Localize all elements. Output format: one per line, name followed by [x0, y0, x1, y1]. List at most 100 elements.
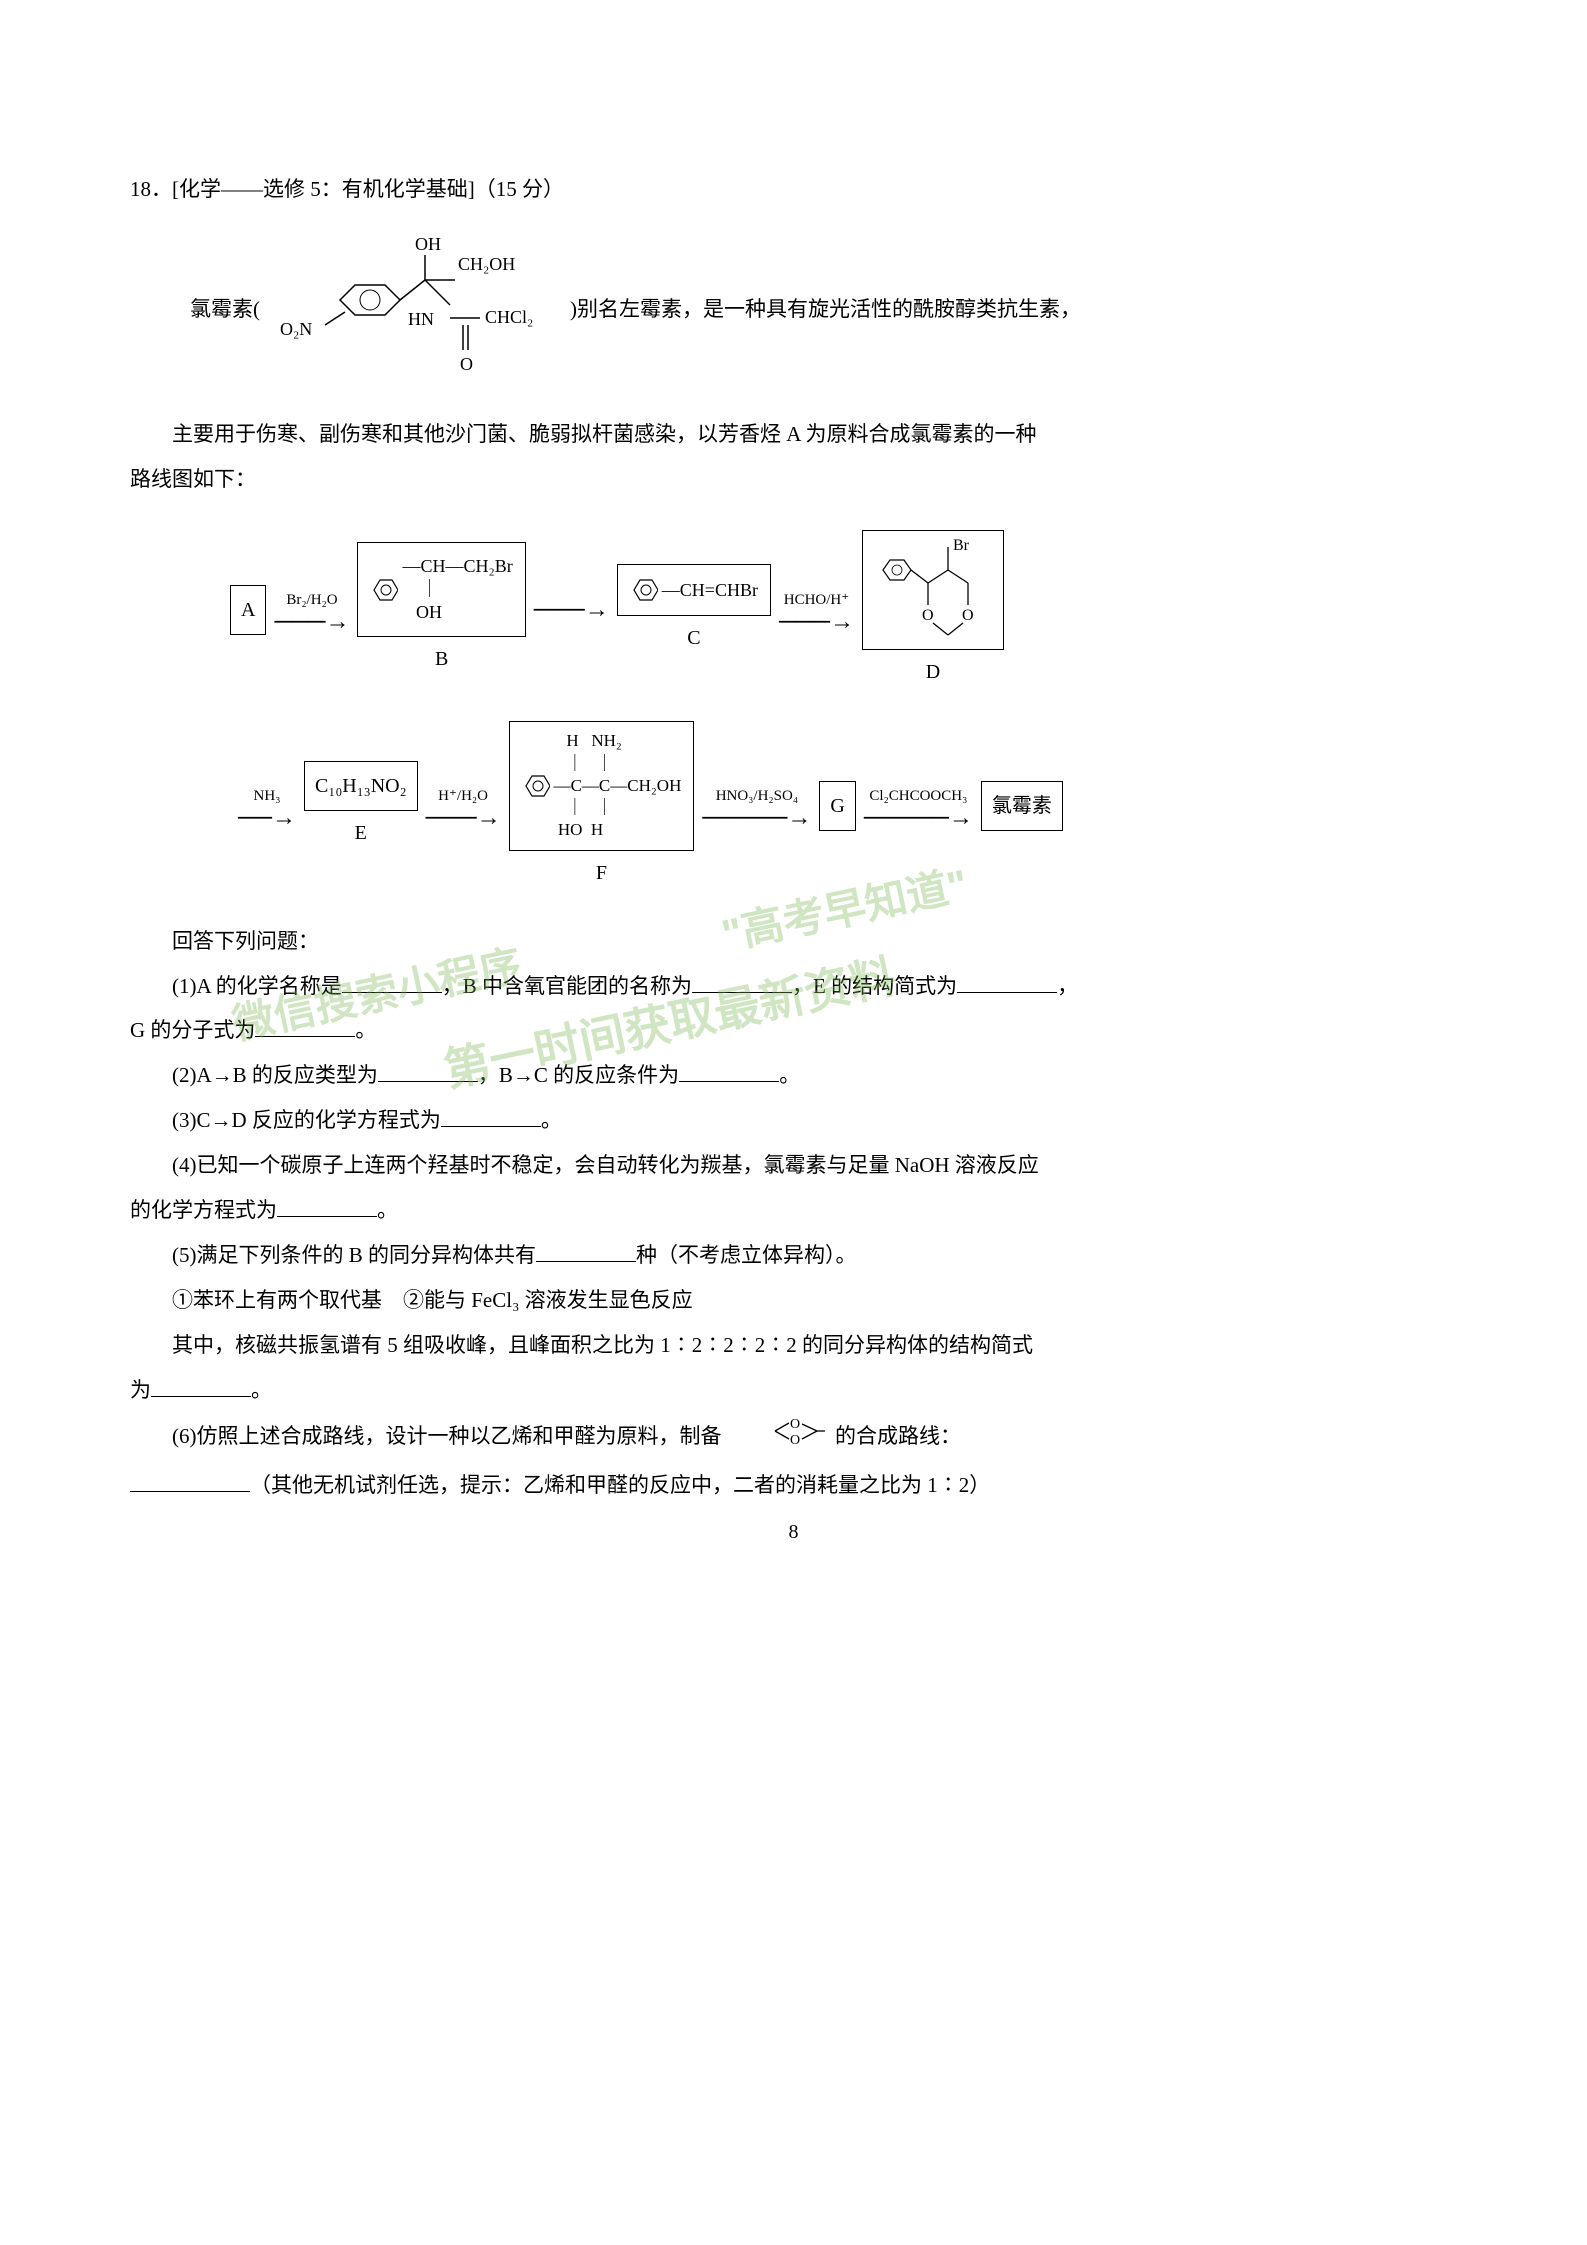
q4-line1: (4)已知一个碳原子上连两个羟基时不稳定，会自动转化为羰基，氯霉素与足量 NaO… [130, 1146, 1457, 1186]
arrow-h: H⁺/H₂O ───→ [426, 782, 501, 830]
q2-text-a: (2)A→B 的反应类型为 [172, 1063, 378, 1087]
q6-text-c: （其他无机试剂任选，提示：乙烯和甲醛的反应中，二者的消耗量之比为 1∶2） [250, 1473, 990, 1497]
body-p2: 路线图如下： [130, 460, 1457, 500]
arrow-nh3: NH₃ ──→ [238, 782, 296, 830]
arrow-icon: ─────→ [864, 806, 973, 830]
q5-line3: 其中，核磁共振氢谱有 5 组吸收峰，且峰面积之比为 1∶2∶2∶2∶2 的同分异… [130, 1326, 1457, 1366]
box-final: 氯霉素 [981, 781, 1063, 831]
box-E-wrapper: C₁₀H₁₃NO₂ E [304, 761, 418, 852]
q5-text-b: 种（不考虑立体异构）。 [636, 1243, 857, 1267]
answer-header: 回答下列问题： [130, 922, 1457, 962]
q6-text-a: (6)仿照上述合成路线，设计一种以乙烯和甲醛为原料，制备 [172, 1424, 721, 1448]
blank [692, 967, 792, 992]
blank [130, 1467, 250, 1492]
svg-text:HN: HN [408, 309, 434, 329]
q4-text-b: 。 [377, 1198, 398, 1222]
page-number: 8 [789, 1513, 799, 1551]
intro-suffix: )别名左霉素，是一种具有旋光活性的酰胺醇类抗生素， [570, 290, 1081, 330]
q4-line2: 的化学方程式为 。 [130, 1191, 1457, 1231]
box-G: G [819, 781, 855, 831]
q1-text-a: (1)A 的化学名称是 [172, 974, 342, 998]
label-F: F [596, 854, 607, 892]
benzene-icon [370, 576, 398, 604]
box-B-wrapper: —CH—CH₂Br ｜ OH B [357, 542, 525, 678]
blank [151, 1371, 251, 1396]
benzene-icon [522, 772, 550, 800]
box-B-text: —CH—CH₂Br ｜ OH [402, 555, 512, 625]
box-B: —CH—CH₂Br ｜ OH [357, 542, 525, 637]
q1-line1: (1)A 的化学名称是 ，B 中含氧官能团的名称为 ，E 的结构简式为 ， [130, 967, 1457, 1007]
blank [536, 1237, 636, 1262]
q1-text-c: ，E 的结构简式为 [792, 974, 957, 998]
benzene-icon [630, 576, 658, 604]
q2: (2)A→B 的反应类型为，B→C 的反应条件为。 [130, 1056, 1457, 1096]
blank [378, 1057, 478, 1082]
box-F: H NH₂ ｜ ｜ —C—C—CH₂OH ｜ ｜ HO H [509, 721, 695, 851]
blank [342, 967, 442, 992]
q5-line4: 为。 [130, 1371, 1457, 1411]
q1-text-d: ， [1057, 974, 1078, 998]
box-D: Br O O [862, 530, 1004, 650]
route-row-2: NH₃ ──→ C₁₀H₁₃NO₂ E H⁺/H₂O ───→ H NH₂ ｜ … [230, 721, 1457, 892]
arrow-icon: ──→ [238, 806, 296, 830]
q5-text-d: 。 [251, 1378, 272, 1402]
structure-D: Br O O [878, 535, 988, 645]
blank [679, 1057, 779, 1082]
q4-text-a: 的化学方程式为 [130, 1198, 277, 1222]
q6-line2: （其他无机试剂任选，提示：乙烯和甲醛的反应中，二者的消耗量之比为 1∶2） [130, 1466, 1457, 1506]
q5-line1: (5)满足下列条件的 B 的同分异构体共有 种（不考虑立体异构）。 [130, 1236, 1457, 1276]
blank [255, 1012, 355, 1037]
chloramphenicol-structure: O₂N OH CH₂OH HN CHCl₂ O [270, 230, 560, 390]
q5-text-c: 为 [130, 1378, 151, 1402]
arrow-1: Br₂/H₂O ───→ [274, 586, 349, 634]
q6-text-b: 的合成路线： [835, 1424, 961, 1448]
label-D: D [926, 653, 940, 691]
q6-line1: (6)仿照上述合成路线，设计一种以乙烯和甲醛为原料，制备 O O 的合成路线： [130, 1415, 1457, 1461]
q3: (3)C→D 反应的化学方程式为 。 [130, 1101, 1457, 1141]
svg-text:Br: Br [953, 537, 970, 554]
arrow-icon: ───→ [779, 610, 854, 634]
route-row-1: A Br₂/H₂O ───→ —CH—CH₂Br ｜ OH B ───→ —CH… [230, 530, 1457, 691]
label-E: E [355, 814, 367, 852]
question-title: [化学——选修 5：有机化学基础]（15 分） [172, 177, 564, 201]
svg-text:O: O [922, 607, 934, 624]
blank [441, 1102, 541, 1127]
q1-text-e: G 的分子式为 [130, 1018, 255, 1042]
box-F-text: H NH₂ ｜ ｜ —C—C—CH₂OH ｜ ｜ HO H [554, 730, 682, 840]
blank [277, 1192, 377, 1217]
blank [957, 967, 1057, 992]
svg-text:O: O [460, 354, 473, 374]
arrow-3: HCHO/H⁺ ───→ [779, 586, 854, 634]
svg-text:CHCl₂: CHCl₂ [485, 307, 533, 327]
svg-text:CH₂OH: CH₂OH [458, 254, 515, 274]
svg-text:O: O [790, 1433, 800, 1447]
structure-svg: O₂N OH CH₂OH HN CHCl₂ O [270, 230, 560, 390]
q5-line2: ①苯环上有两个取代基 ②能与 FeCl₃ 溶液发生显色反应 [130, 1281, 1457, 1321]
dioxolane-icon: O O [730, 1415, 827, 1461]
box-C-wrapper: —CH=CHBr C [617, 564, 771, 657]
box-D-wrapper: Br O O D [862, 530, 1004, 691]
arrow-2: ───→ [534, 598, 609, 622]
q2-text-c: 。 [779, 1063, 800, 1087]
arrow-icon: ─────→ [702, 806, 811, 830]
box-E: C₁₀H₁₃NO₂ [304, 761, 418, 811]
q1-line2: G 的分子式为 。 [130, 1011, 1457, 1051]
box-A: A [230, 585, 266, 635]
svg-text:OH: OH [415, 234, 441, 254]
q3-text-a: (3)C→D 反应的化学方程式为 [172, 1108, 441, 1132]
q1-text-f: 。 [355, 1018, 376, 1042]
q5-text-a: (5)满足下列条件的 B 的同分异构体共有 [172, 1243, 536, 1267]
question-number: 18． [130, 177, 172, 201]
label-C: C [687, 619, 700, 657]
intro-line: 氯霉素( O₂N OH CH₂OH HN CHCl₂ O )别名左霉素，是一种具… [130, 230, 1457, 390]
body-p1: 主要用于伤寒、副伤寒和其他沙门菌、脆弱拟杆菌感染，以芳香烃 A 为原料合成氯霉素… [130, 415, 1457, 455]
arrow-hno3: HNO₃/H₂SO₄ ─────→ [702, 782, 811, 830]
q3-text-b: 。 [541, 1108, 562, 1132]
box-F-wrapper: H NH₂ ｜ ｜ —C—C—CH₂OH ｜ ｜ HO H F [509, 721, 695, 892]
q1-text-b: ，B 中含氧官能团的名称为 [442, 974, 692, 998]
label-B: B [435, 640, 448, 678]
svg-text:O₂N: O₂N [280, 319, 312, 339]
synthesis-route: A Br₂/H₂O ───→ —CH—CH₂Br ｜ OH B ───→ —CH… [130, 530, 1457, 892]
box-C-text: —CH=CHBr [662, 573, 758, 607]
box-C: —CH=CHBr [617, 564, 771, 616]
